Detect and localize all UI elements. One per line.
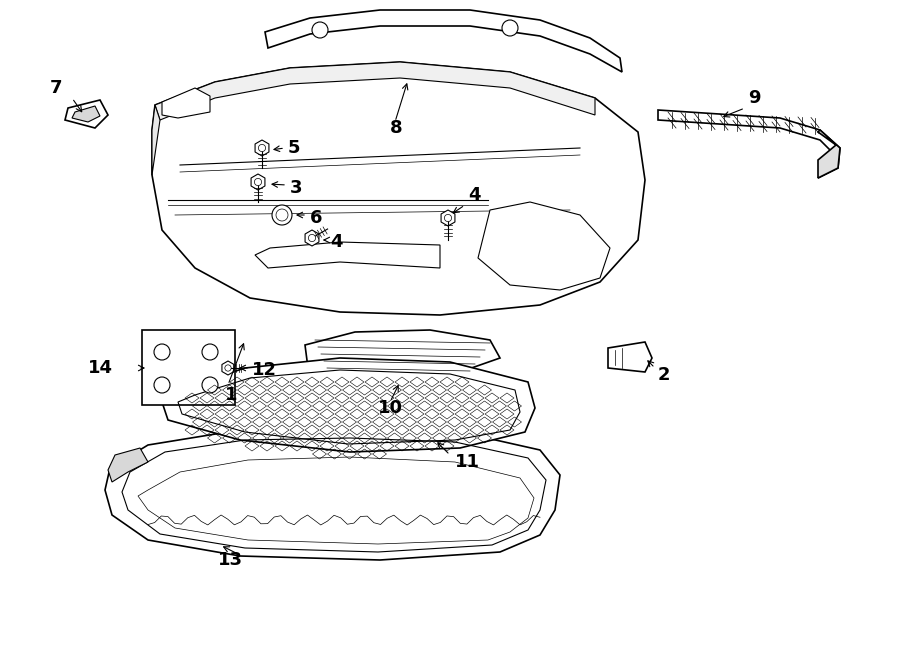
Polygon shape bbox=[105, 428, 560, 560]
Polygon shape bbox=[305, 330, 500, 375]
Polygon shape bbox=[265, 10, 622, 72]
Text: 12: 12 bbox=[252, 361, 277, 379]
Polygon shape bbox=[658, 110, 840, 178]
Polygon shape bbox=[251, 174, 265, 190]
Circle shape bbox=[154, 344, 170, 360]
Text: 4: 4 bbox=[330, 233, 343, 251]
Circle shape bbox=[278, 211, 286, 219]
Text: 9: 9 bbox=[748, 89, 760, 107]
Text: 3: 3 bbox=[290, 179, 302, 197]
Polygon shape bbox=[441, 210, 454, 226]
Polygon shape bbox=[155, 62, 595, 120]
Text: 8: 8 bbox=[390, 119, 402, 137]
Circle shape bbox=[225, 365, 231, 371]
Polygon shape bbox=[478, 202, 610, 290]
Polygon shape bbox=[65, 100, 108, 128]
Polygon shape bbox=[255, 140, 269, 156]
Text: 2: 2 bbox=[658, 366, 670, 384]
Text: 13: 13 bbox=[218, 551, 243, 569]
Circle shape bbox=[502, 20, 518, 36]
Circle shape bbox=[255, 178, 262, 186]
Polygon shape bbox=[142, 330, 235, 405]
Polygon shape bbox=[162, 358, 535, 452]
Polygon shape bbox=[152, 62, 645, 315]
Text: 1: 1 bbox=[225, 386, 238, 404]
Circle shape bbox=[309, 235, 316, 242]
Circle shape bbox=[276, 209, 288, 221]
Polygon shape bbox=[162, 88, 210, 118]
Text: 6: 6 bbox=[310, 209, 322, 227]
Polygon shape bbox=[72, 106, 100, 122]
Polygon shape bbox=[305, 230, 319, 246]
Circle shape bbox=[202, 377, 218, 393]
Polygon shape bbox=[222, 361, 234, 375]
Circle shape bbox=[272, 205, 292, 225]
Polygon shape bbox=[255, 242, 440, 268]
Text: 4: 4 bbox=[468, 186, 481, 204]
Text: 11: 11 bbox=[455, 453, 480, 471]
Circle shape bbox=[445, 214, 452, 221]
Circle shape bbox=[202, 344, 218, 360]
Polygon shape bbox=[818, 130, 840, 178]
Circle shape bbox=[154, 377, 170, 393]
Text: 5: 5 bbox=[288, 139, 301, 157]
Text: 14: 14 bbox=[88, 359, 113, 377]
Circle shape bbox=[312, 22, 328, 38]
Polygon shape bbox=[274, 206, 290, 224]
Polygon shape bbox=[608, 342, 652, 372]
Circle shape bbox=[258, 144, 265, 151]
Text: 10: 10 bbox=[378, 399, 403, 417]
Text: 7: 7 bbox=[50, 79, 62, 97]
Polygon shape bbox=[152, 105, 160, 175]
Polygon shape bbox=[108, 448, 148, 482]
